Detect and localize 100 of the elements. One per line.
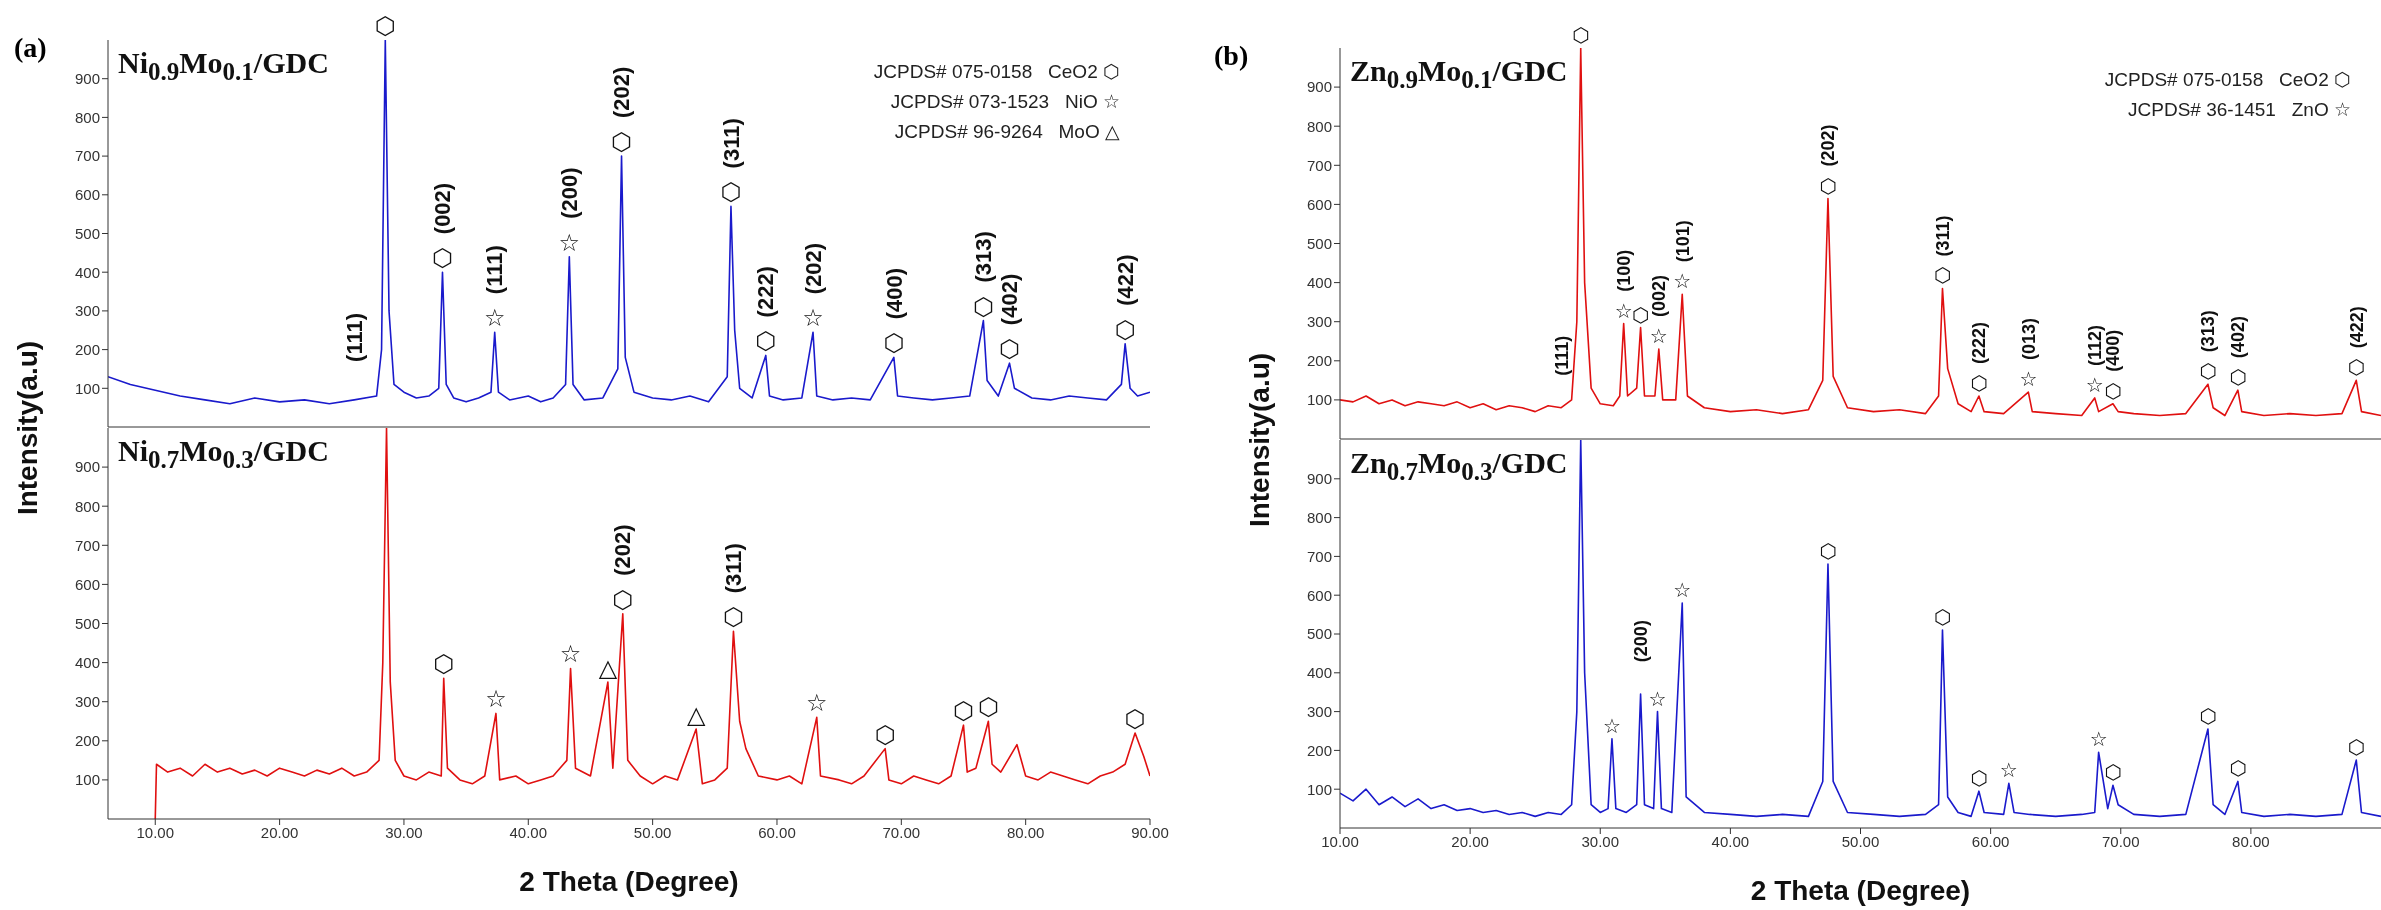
- annotation: △: [686, 701, 706, 730]
- y-tick-label: 500: [74, 224, 100, 242]
- y-tick-label: 600: [1306, 586, 1332, 604]
- annotation: (402): [997, 273, 1023, 326]
- annotation: ☆: [2019, 367, 2038, 392]
- x-tick-label: 50.00: [1841, 832, 1880, 850]
- annotation: ☆: [802, 304, 824, 333]
- annotation: ⬡: [611, 128, 633, 157]
- y-tick-label: 300: [1306, 702, 1332, 720]
- x-tick-label: 40.00: [509, 823, 548, 841]
- annotation: ⬡: [999, 335, 1020, 364]
- annotation: ☆: [1673, 577, 1692, 602]
- y-tick-label: 700: [1306, 156, 1332, 174]
- annotation: JCPDS# 96-9264 MoO △: [894, 120, 1120, 143]
- y-tick-label: 400: [74, 263, 100, 281]
- annotation: (100): [1613, 249, 1634, 292]
- y-tick-label: 700: [1306, 547, 1332, 565]
- y-tick-label: 300: [74, 302, 100, 320]
- x-axis-title: 2 Theta (Degree): [519, 866, 739, 897]
- annotation: ⬡: [1819, 539, 1837, 564]
- y-tick-label: 400: [1306, 664, 1332, 682]
- annotation: ⬡: [432, 244, 453, 273]
- line-series: [108, 40, 1150, 405]
- annotation: ☆: [806, 689, 828, 718]
- annotation: (311): [718, 118, 744, 169]
- annotation: ⬡: [720, 178, 742, 207]
- annotation: (313): [971, 231, 997, 283]
- chart-title: Ni$_{0.9}$Mo$_{0.1}$/GDC: [118, 46, 329, 86]
- y-tick-label: 900: [74, 458, 100, 476]
- y-tick-label: 500: [74, 614, 100, 632]
- annotation: ⬡: [2104, 378, 2122, 403]
- y-tick-label: 900: [1306, 470, 1332, 488]
- annotation: (200): [1630, 620, 1651, 663]
- annotation: △: [598, 654, 618, 683]
- annotation: ⬡: [722, 603, 744, 632]
- annotation: JCPDS# 36-1451 ZnO ☆: [2128, 98, 2351, 121]
- x-tick-label: 10.00: [136, 823, 175, 841]
- annotation: ⬡: [2347, 735, 2366, 760]
- annotation: JCPDS# 075-0158 CeO2 ⬡: [2104, 68, 2351, 91]
- annotation: ☆: [485, 685, 507, 714]
- annotation: ⬡: [1124, 704, 1146, 733]
- annotation: ⬡: [2104, 760, 2122, 785]
- y-tick-label: 500: [1306, 625, 1332, 643]
- annotation: ⬡: [874, 720, 896, 749]
- chart-title: Ni$_{0.7}$Mo$_{0.3}$/GDC: [118, 434, 329, 474]
- annotation: (013): [2018, 318, 2039, 361]
- annotation: ⬡: [1970, 766, 1988, 791]
- x-tick-label: 80.00: [2232, 832, 2270, 850]
- x-tick-label: 20.00: [260, 823, 299, 841]
- annotation: (400): [881, 267, 907, 320]
- annotation: (422): [1112, 254, 1138, 306]
- y-tick-label: 200: [1306, 352, 1332, 370]
- annotation: ⬡: [2199, 359, 2217, 384]
- annotation: ⬡: [977, 693, 999, 722]
- annotation: ⬡: [433, 650, 455, 679]
- x-tick-label: 60.00: [758, 823, 796, 841]
- annotation: ⬡: [2229, 756, 2247, 781]
- y-tick-label: 100: [1306, 780, 1332, 798]
- annotation: (002): [430, 182, 456, 235]
- x-tick-label: 30.00: [385, 823, 423, 841]
- y-tick-label: 900: [1306, 78, 1332, 96]
- annotation: (101): [1672, 220, 1693, 263]
- annotation: ⬡: [2229, 365, 2247, 390]
- annotation: (111): [1551, 335, 1572, 376]
- annotation: ⬡: [612, 585, 634, 614]
- annotation: ⬡: [953, 697, 974, 726]
- annotation: (112): [2085, 324, 2106, 366]
- y-tick-label: 400: [1306, 273, 1332, 291]
- annotation: ⬡: [1970, 370, 1988, 395]
- annotation: ⬡: [374, 12, 396, 40]
- y-tick-label: 600: [74, 186, 100, 204]
- annotation: (202): [609, 66, 635, 119]
- annotation: ☆: [1648, 686, 1667, 711]
- annotation: JCPDS# 075-0158 CeO2 ⬡: [873, 60, 1120, 83]
- chart-title: Zn$_{0.7}$Mo$_{0.3}$/GDC: [1350, 446, 1568, 486]
- annotation: (422): [2346, 306, 2367, 349]
- annotation: (202): [1818, 124, 1839, 167]
- text: (a): [14, 32, 47, 64]
- annotation: ☆: [1999, 758, 2018, 783]
- annotation: ☆: [1673, 269, 1692, 294]
- y-axis-title: Intensity(a.u): [1244, 352, 1276, 528]
- annotation: ⬡: [1572, 23, 1590, 47]
- annotation: ⬡: [883, 329, 905, 358]
- annotation: ☆: [1602, 713, 1621, 738]
- y-tick-label: 400: [74, 653, 100, 671]
- x-tick-label: 90.00: [1131, 823, 1169, 841]
- annotation: (222): [753, 266, 779, 318]
- y-tick-label: 500: [1306, 234, 1332, 252]
- annotation: (111): [482, 245, 508, 295]
- x-axis-title: 2 Theta (Degree): [1750, 875, 1971, 906]
- x-tick-label: 40.00: [1711, 832, 1750, 850]
- annotation: JCPDS# 073-1523 NiO ☆: [890, 90, 1120, 113]
- y-tick-label: 800: [74, 108, 100, 126]
- y-tick-label: 800: [1306, 117, 1332, 135]
- y-tick-label: 100: [74, 771, 100, 789]
- annotation: (222): [1969, 321, 1990, 364]
- y-tick-label: 200: [1306, 741, 1332, 759]
- x-tick-label: 30.00: [1581, 832, 1620, 850]
- y-tick-label: 600: [1306, 195, 1332, 213]
- annotation: (111): [341, 312, 367, 362]
